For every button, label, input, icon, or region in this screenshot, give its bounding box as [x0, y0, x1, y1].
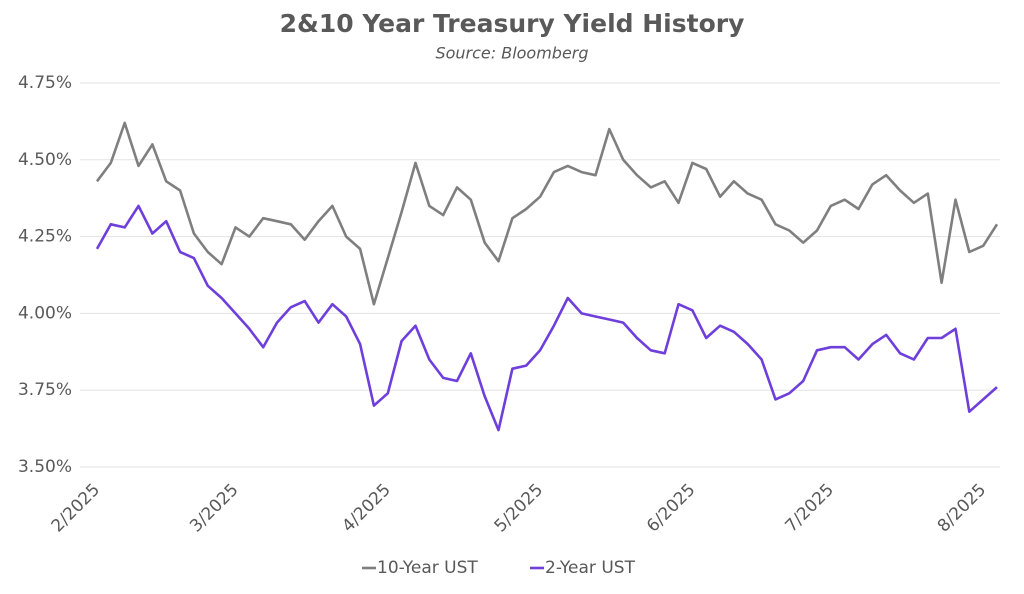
legend-label: 2-Year UST [545, 558, 636, 578]
x-tick-label: 8/2025 [934, 480, 990, 536]
x-tick-label: 7/2025 [781, 480, 837, 536]
x-tick-label: 4/2025 [338, 480, 394, 536]
y-tick-label: 4.00% [18, 303, 72, 323]
legend-label: 10-Year UST [377, 558, 478, 578]
y-tick-label: 4.25% [18, 227, 72, 247]
x-tick-label: 5/2025 [491, 480, 547, 536]
x-tick-label: 3/2025 [186, 480, 242, 536]
y-tick-label: 3.50% [18, 457, 72, 477]
chart-subtitle: Source: Bloomberg [435, 44, 588, 63]
data-line [95, 204, 998, 432]
chart-title: 2&10 Year Treasury Yield History [280, 9, 745, 38]
x-tick-label: 6/2025 [643, 480, 699, 536]
y-tick-label: 4.75% [18, 73, 72, 93]
legend-item: 2-Year UST [530, 558, 636, 578]
x-tick-label: 2/2025 [48, 480, 104, 536]
data-line [95, 121, 999, 306]
legend-item: 10-Year UST [362, 558, 478, 578]
y-tick-label: 3.75% [18, 380, 72, 400]
y-tick-label: 4.50% [18, 150, 72, 170]
